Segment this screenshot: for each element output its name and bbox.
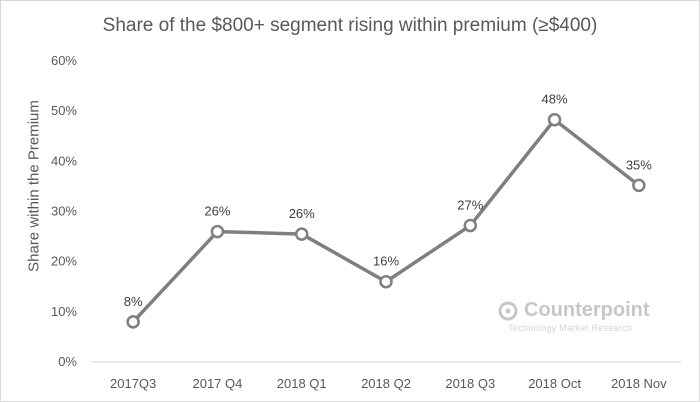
- x-tick-label: 2018 Q1: [277, 376, 327, 391]
- data-label: 27%: [457, 198, 483, 213]
- watermark-tagline: Technology Market Research: [508, 323, 633, 333]
- x-tick-label: 2018 Nov: [611, 376, 667, 391]
- data-labels: 8% 26% 26% 16% 27% 48% 35%: [124, 92, 653, 309]
- watermark-name: Counterpoint: [524, 299, 650, 321]
- data-point-marker: [379, 274, 393, 289]
- y-tick-label: 20%: [51, 254, 77, 269]
- y-tick-label: 30%: [51, 204, 77, 219]
- y-axis: 0% 10% 20% 30% 40% 50% 60%: [51, 53, 77, 369]
- y-tick-label: 50%: [51, 103, 77, 118]
- y-tick-label: 10%: [51, 304, 77, 319]
- y-tick-label: 60%: [51, 53, 77, 68]
- counterpoint-logo-icon: [498, 301, 518, 321]
- x-tick-label: 2018 Oct: [528, 376, 581, 391]
- series-line: [131, 117, 640, 324]
- data-label: 35%: [626, 157, 652, 172]
- data-label: 26%: [289, 206, 315, 221]
- counterpoint-watermark: Counterpoint Technology Market Research: [498, 299, 658, 339]
- data-label: 8%: [124, 294, 143, 309]
- y-tick-label: 0%: [58, 354, 77, 369]
- data-label: 26%: [204, 204, 230, 219]
- y-tick-label: 40%: [51, 153, 77, 168]
- x-axis: 2017Q3 2017 Q4 2018 Q1 2018 Q2 2018 Q3 2018 O…: [110, 376, 667, 391]
- x-tick-label: 2018 Q3: [445, 376, 495, 391]
- data-point-marker: [632, 178, 646, 193]
- data-point-marker: [126, 315, 140, 329]
- data-label: 16%: [373, 254, 399, 269]
- x-tick-label: 2017 Q4: [192, 376, 242, 391]
- x-tick-label: 2017Q3: [110, 376, 156, 391]
- series-markers: [126, 112, 646, 329]
- data-point-marker: [463, 218, 478, 233]
- data-point-marker: [547, 112, 562, 127]
- x-tick-label: 2018 Q2: [361, 376, 411, 391]
- data-point-marker: [294, 227, 309, 241]
- data-point-marker: [210, 224, 225, 239]
- data-label: 48%: [542, 92, 568, 107]
- chart-title: Share of the $800+ segment rising within…: [102, 15, 598, 36]
